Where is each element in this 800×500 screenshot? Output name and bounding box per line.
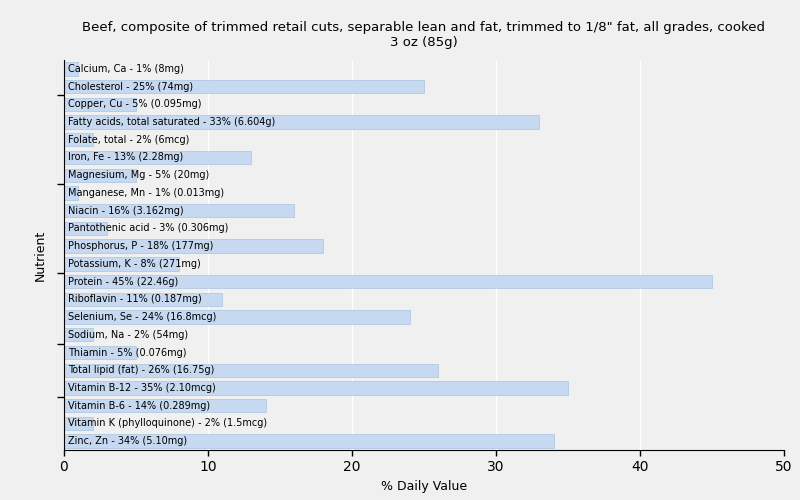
Bar [64,204,294,218]
Text: Iron, Fe - 13% (2.28mg): Iron, Fe - 13% (2.28mg) [68,152,183,162]
Bar [64,80,424,93]
Bar [64,222,107,235]
Title: Beef, composite of trimmed retail cuts, separable lean and fat, trimmed to 1/8" : Beef, composite of trimmed retail cuts, … [82,21,766,49]
Text: Total lipid (fat) - 26% (16.75g): Total lipid (fat) - 26% (16.75g) [68,365,214,375]
Bar [64,275,712,288]
X-axis label: % Daily Value: % Daily Value [381,480,467,493]
Bar [64,257,179,270]
Bar [64,310,410,324]
Bar [64,417,93,430]
Text: Manganese, Mn - 1% (0.013mg): Manganese, Mn - 1% (0.013mg) [68,188,225,198]
Text: Phosphorus, P - 18% (177mg): Phosphorus, P - 18% (177mg) [68,241,214,251]
Text: Riboflavin - 11% (0.187mg): Riboflavin - 11% (0.187mg) [68,294,202,304]
Text: Thiamin - 5% (0.076mg): Thiamin - 5% (0.076mg) [68,348,187,358]
Text: Folate, total - 2% (6mcg): Folate, total - 2% (6mcg) [68,135,190,145]
Bar [64,62,78,76]
Bar [64,240,323,253]
Text: Calcium, Ca - 1% (8mg): Calcium, Ca - 1% (8mg) [68,64,184,74]
Bar [64,328,93,342]
Text: Protein - 45% (22.46g): Protein - 45% (22.46g) [68,276,178,286]
Text: Fatty acids, total saturated - 33% (6.604g): Fatty acids, total saturated - 33% (6.60… [68,117,275,127]
Text: Zinc, Zn - 34% (5.10mg): Zinc, Zn - 34% (5.10mg) [68,436,187,446]
Y-axis label: Nutrient: Nutrient [34,230,46,280]
Bar [64,382,568,394]
Text: Pantothenic acid - 3% (0.306mg): Pantothenic acid - 3% (0.306mg) [68,224,229,234]
Bar [64,116,539,128]
Bar [64,98,136,111]
Text: Vitamin B-6 - 14% (0.289mg): Vitamin B-6 - 14% (0.289mg) [68,400,210,410]
Text: Sodium, Na - 2% (54mg): Sodium, Na - 2% (54mg) [68,330,189,340]
Text: Niacin - 16% (3.162mg): Niacin - 16% (3.162mg) [68,206,184,216]
Text: Selenium, Se - 24% (16.8mcg): Selenium, Se - 24% (16.8mcg) [68,312,217,322]
Text: Vitamin B-12 - 35% (2.10mcg): Vitamin B-12 - 35% (2.10mcg) [68,383,216,393]
Bar [64,133,93,146]
Bar [64,151,251,164]
Text: Copper, Cu - 5% (0.095mg): Copper, Cu - 5% (0.095mg) [68,100,202,110]
Text: Vitamin K (phylloquinone) - 2% (1.5mcg): Vitamin K (phylloquinone) - 2% (1.5mcg) [68,418,267,428]
Text: Magnesium, Mg - 5% (20mg): Magnesium, Mg - 5% (20mg) [68,170,210,180]
Bar [64,434,554,448]
Bar [64,168,136,182]
Bar [64,346,136,359]
Bar [64,399,266,412]
Bar [64,364,438,377]
Bar [64,186,78,200]
Text: Potassium, K - 8% (271mg): Potassium, K - 8% (271mg) [68,259,201,269]
Text: Cholesterol - 25% (74mg): Cholesterol - 25% (74mg) [68,82,194,92]
Bar [64,292,222,306]
